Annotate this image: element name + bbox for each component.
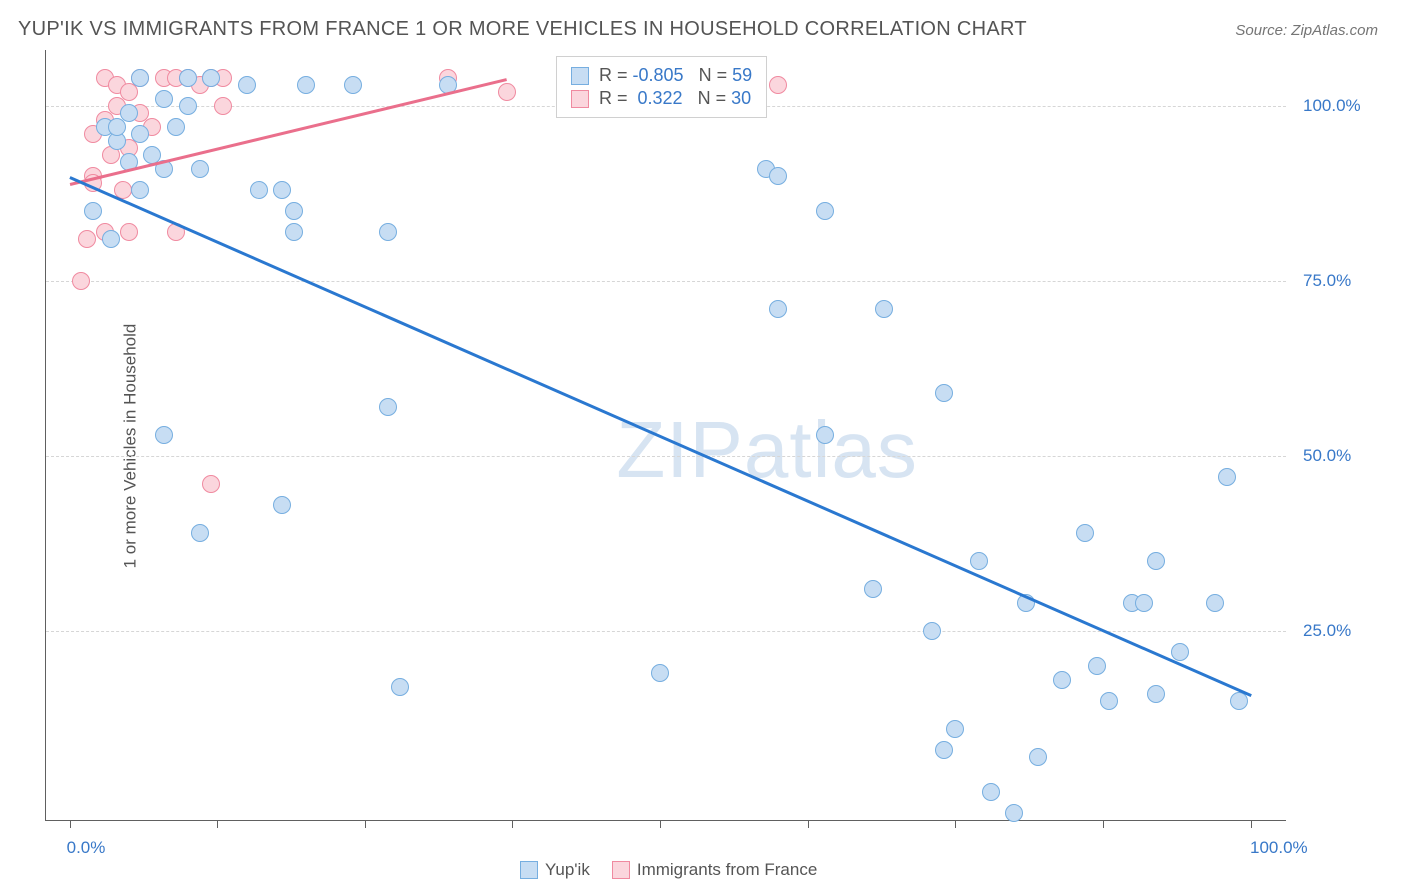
gridline [46,456,1286,457]
legend-row: R = -0.805 N = 59 [571,65,752,86]
y-tick-label: 100.0% [1303,96,1361,116]
gridline [46,631,1286,632]
x-tick [365,820,366,828]
yupik-point [102,230,120,248]
yupik-point [816,426,834,444]
yupik-point [297,76,315,94]
yupik-point [191,524,209,542]
x-tick [1251,820,1252,828]
x-tick [955,820,956,828]
yupik-point [131,125,149,143]
series-legend-item: Yup'ik [520,860,590,880]
source-attribution: Source: ZipAtlas.com [1235,22,1378,39]
x-tick [808,820,809,828]
yupik-point [923,622,941,640]
x-tick [660,820,661,828]
yupik-point [1147,552,1165,570]
yupik-point [982,783,1000,801]
yupik-point [1206,594,1224,612]
yupik-point [651,664,669,682]
x-tick [70,820,71,828]
legend-row: R = 0.322 N = 30 [571,88,752,109]
series-legend: Yup'ik Immigrants from France [520,860,817,880]
france-point [498,83,516,101]
yupik-point [769,167,787,185]
yupik-point [120,104,138,122]
yupik-point [935,384,953,402]
yupik-point [285,223,303,241]
yupik-point [1147,685,1165,703]
yupik-point [155,90,173,108]
chart-title: YUP'IK VS IMMIGRANTS FROM FRANCE 1 OR MO… [18,18,1027,41]
y-tick-label: 50.0% [1303,446,1351,466]
yupik-point [379,398,397,416]
yupik-point [250,181,268,199]
yupik-point [202,69,220,87]
france-point [202,475,220,493]
legend-swatch [571,90,589,108]
yupik-point [131,181,149,199]
yupik-point [1135,594,1153,612]
france-point [214,97,232,115]
yupik-point [946,720,964,738]
legend-swatch [571,67,589,85]
yupik-point [191,160,209,178]
yupik-point [344,76,362,94]
x-tick-label: 0.0% [67,838,106,858]
y-tick-label: 75.0% [1303,271,1351,291]
correlation-legend: R = -0.805 N = 59R = 0.322 N = 30 [556,56,767,118]
france-point [72,272,90,290]
france-point [120,223,138,241]
y-tick-label: 25.0% [1303,621,1351,641]
x-tick [217,820,218,828]
yupik-point [1088,657,1106,675]
yupik-point [285,202,303,220]
yupik-trendline [69,176,1251,696]
yupik-point [131,69,149,87]
scatter-plot-area: ZIPatlas [45,50,1286,821]
yupik-point [167,118,185,136]
yupik-point [1171,643,1189,661]
yupik-point [816,202,834,220]
yupik-point [179,97,197,115]
legend-swatch [612,861,630,879]
yupik-point [179,69,197,87]
legend-stats: R = 0.322 N = 30 [599,88,751,109]
yupik-point [238,76,256,94]
yupik-point [1076,524,1094,542]
x-tick-label: 100.0% [1250,838,1355,858]
yupik-point [273,181,291,199]
x-tick [512,820,513,828]
legend-stats: R = -0.805 N = 59 [599,65,752,86]
x-tick [1103,820,1104,828]
source-prefix: Source: [1235,22,1291,39]
france-point [769,76,787,94]
yupik-point [1005,804,1023,822]
yupik-point [875,300,893,318]
series-name: Yup'ik [545,860,590,880]
yupik-point [769,300,787,318]
yupik-point [379,223,397,241]
france-point [78,230,96,248]
series-name: Immigrants from France [637,860,817,880]
yupik-point [155,426,173,444]
legend-swatch [520,861,538,879]
yupik-point [391,678,409,696]
yupik-point [970,552,988,570]
yupik-point [1100,692,1118,710]
series-legend-item: Immigrants from France [612,860,817,880]
yupik-point [1218,468,1236,486]
yupik-point [1230,692,1248,710]
yupik-point [1029,748,1047,766]
yupik-point [864,580,882,598]
yupik-point [84,202,102,220]
yupik-point [273,496,291,514]
yupik-point [935,741,953,759]
yupik-point [1053,671,1071,689]
source-name: ZipAtlas.com [1291,22,1378,39]
gridline [46,281,1286,282]
